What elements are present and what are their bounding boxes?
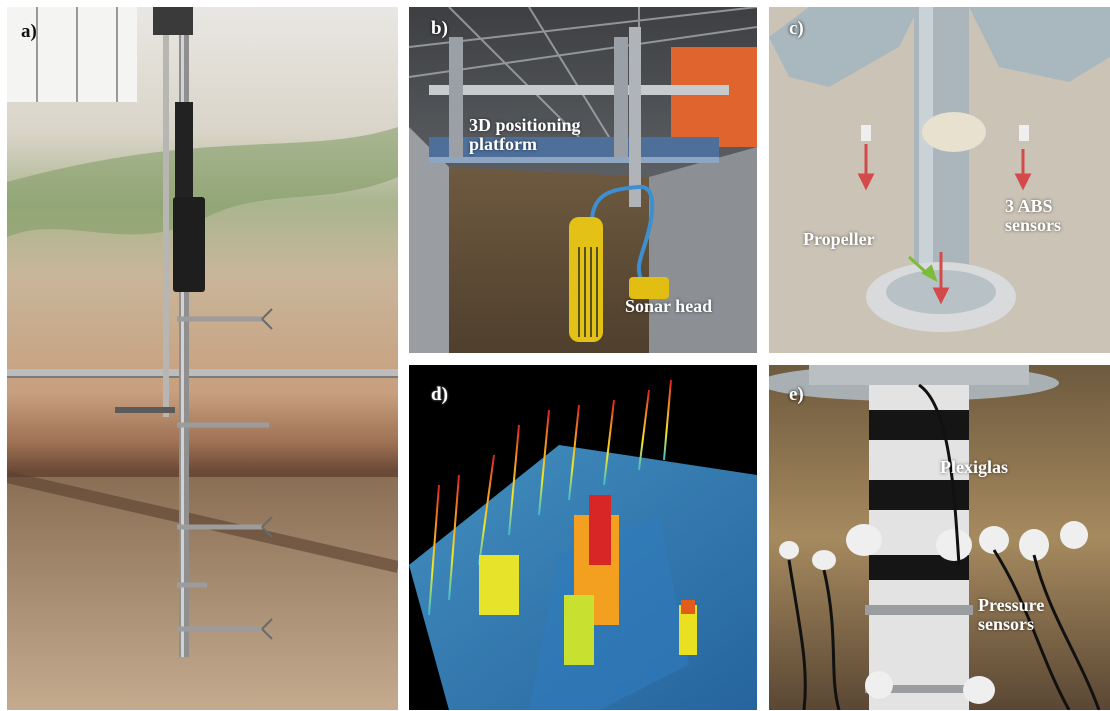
panel-b-label: b) [431,18,448,39]
sonar-head-annotation: Sonar head [625,296,713,316]
panel-b-photo: b) 3D positioning platform Sonar head [409,7,757,353]
photo-pressure-sensors [769,365,1110,710]
propeller-annotation: Propeller [803,229,875,249]
plexiglas-annotation: Plexiglas [940,457,1008,477]
panel-e-photo: e) Plexiglas Pressure sensors [769,365,1110,710]
panel-c-photo: c) Propeller 3 ABS sensors [769,7,1110,353]
panel-d-image: d) [409,365,757,710]
photo-abs-sensors [769,7,1110,353]
platform-annotation: 3D positioning platform [469,115,581,155]
panel-c-label: c) [789,18,804,39]
photo-flume-probes [7,7,398,710]
panel-a-label: a) [21,21,37,42]
abs-sensors-annotation: 3 ABS sensors [1005,196,1062,236]
panel-d-label: d) [431,384,448,405]
panel-e-label: e) [789,384,804,405]
panel-a-photo: a) [7,7,398,710]
photo-sonar-platform [409,7,757,353]
bathymetry-point-cloud [409,365,757,710]
pressure-sensors-annotation: Pressure sensors [978,595,1045,635]
